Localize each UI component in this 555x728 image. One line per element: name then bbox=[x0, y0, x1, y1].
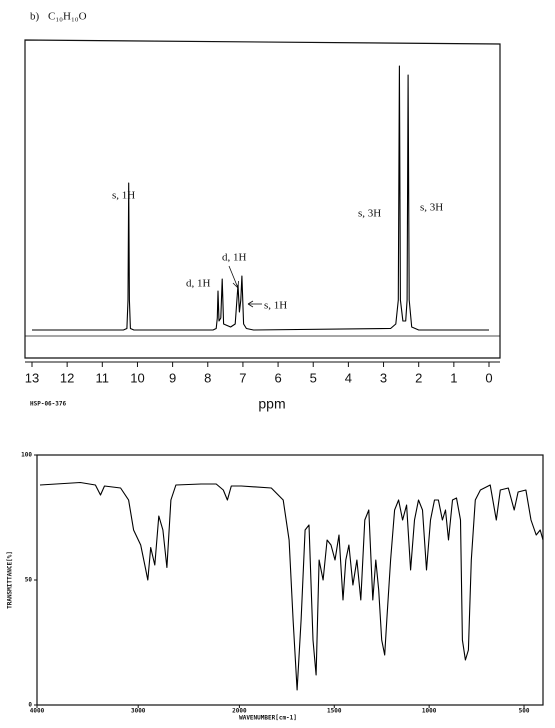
x-tick-label: 2 bbox=[415, 370, 422, 385]
x-tick-label: 2000 bbox=[232, 708, 247, 715]
spectrum-line bbox=[39, 481, 544, 691]
y-tick-label: 0 bbox=[28, 702, 32, 709]
arrow-head bbox=[247, 300, 254, 308]
peak-annotation: d, 1H bbox=[186, 278, 211, 290]
x-tick-label: 4 bbox=[345, 370, 352, 385]
spectrum-line bbox=[32, 65, 489, 331]
x-tick-label: 9 bbox=[169, 370, 176, 385]
x-tick-label: 13 bbox=[25, 370, 39, 385]
peak-annotation: s, 1H bbox=[112, 190, 135, 202]
x-tick-label: 4000 bbox=[30, 708, 45, 715]
x-tick-label: 7 bbox=[239, 370, 246, 385]
peak-annotation: s, 3H bbox=[420, 202, 443, 214]
x-tick-label: 3000 bbox=[131, 708, 146, 715]
ir-frame bbox=[36, 454, 544, 706]
x-tick-label: 8 bbox=[204, 370, 211, 385]
formula-title: C₁₀H₁₀O bbox=[48, 11, 87, 23]
spectrum-code: HSP-06-376 bbox=[30, 401, 67, 408]
x-tick-label: 1 bbox=[450, 370, 457, 385]
y-axis-title: TRANSMITTANCE[%] bbox=[7, 551, 14, 609]
x-axis-title: ppm bbox=[258, 396, 285, 412]
peak-annotation: s, 1H bbox=[264, 300, 287, 312]
x-axis-title: WAVENUMBER[cm-1] bbox=[239, 715, 297, 722]
x-tick-label: 10 bbox=[130, 370, 144, 385]
nmr-frame bbox=[24, 39, 501, 359]
x-tick-label: 11 bbox=[96, 370, 110, 385]
x-tick-label: 3 bbox=[380, 370, 387, 385]
x-tick-label: 0 bbox=[485, 370, 492, 385]
x-tick-label: 12 bbox=[60, 370, 74, 385]
x-tick-label: 1500 bbox=[327, 708, 342, 715]
annotation-arrow bbox=[228, 265, 239, 289]
x-tick-label: 5 bbox=[310, 370, 317, 385]
peak-annotation: d, 1H bbox=[222, 252, 247, 264]
peak-annotation: s, 3H bbox=[358, 208, 381, 220]
x-tick-label: 500 bbox=[519, 708, 530, 715]
x-tick-label: 6 bbox=[274, 370, 281, 385]
y-tick-label: 100 bbox=[21, 452, 32, 459]
y-tick-label: 50 bbox=[25, 577, 33, 584]
panel-label: b) bbox=[30, 11, 40, 23]
x-tick-label: 1000 bbox=[422, 708, 437, 715]
